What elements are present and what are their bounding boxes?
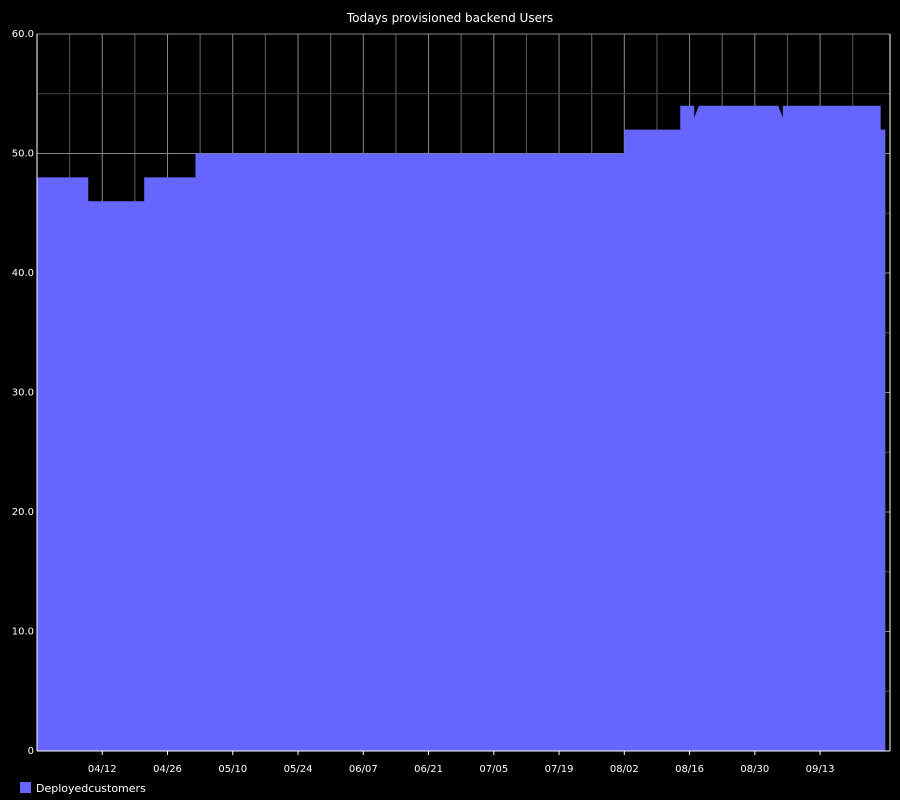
legend: Deployedcustomers bbox=[20, 782, 146, 795]
y-tick-label: 30.0 bbox=[12, 388, 34, 399]
y-tick-label: 60.0 bbox=[12, 29, 34, 40]
x-tick-label: 06/07 bbox=[349, 764, 378, 775]
x-tick-label: 05/24 bbox=[284, 764, 313, 775]
series-deployedcustomers-area bbox=[37, 105, 886, 751]
y-tick-label: 50.0 bbox=[12, 149, 34, 160]
x-tick-label: 08/30 bbox=[740, 764, 769, 775]
chart-title: Todays provisioned backend Users bbox=[346, 11, 553, 25]
y-tick-label: 40.0 bbox=[12, 268, 34, 279]
x-tick-label: 04/26 bbox=[153, 764, 182, 775]
x-tick-label: 06/21 bbox=[414, 764, 443, 775]
legend-swatch bbox=[20, 782, 31, 793]
y-tick-label: 0 bbox=[28, 746, 34, 757]
legend-label: Deployedcustomers bbox=[36, 782, 146, 795]
x-tick-label: 04/12 bbox=[88, 764, 117, 775]
x-tick-label: 09/13 bbox=[806, 764, 835, 775]
y-tick-label: 10.0 bbox=[12, 627, 34, 638]
x-tick-label: 08/02 bbox=[610, 764, 639, 775]
x-tick-label: 07/19 bbox=[545, 764, 574, 775]
x-tick-label: 07/05 bbox=[479, 764, 508, 775]
x-tick-label: 05/10 bbox=[218, 764, 247, 775]
axes bbox=[36, 34, 891, 752]
x-tick-label: 08/16 bbox=[675, 764, 704, 775]
y-axis-ticks: 0 10.0 20.0 30.0 40.0 50.0 60.0 bbox=[12, 29, 34, 757]
x-axis-ticks: 04/12 04/26 05/10 05/24 06/07 06/21 07/05 07/19… bbox=[88, 751, 835, 775]
series-area bbox=[37, 105, 886, 751]
y-tick-label: 20.0 bbox=[12, 507, 34, 518]
